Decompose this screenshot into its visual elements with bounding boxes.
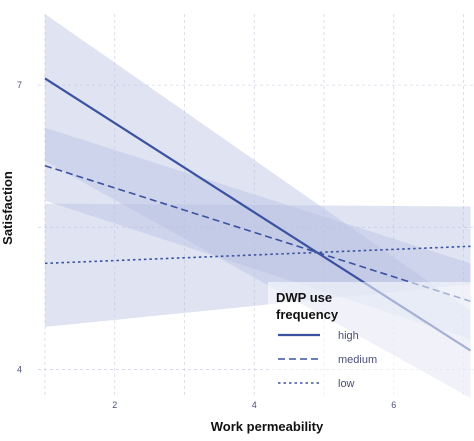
- x-tick-label: 4: [252, 400, 257, 410]
- series-line-medium: [44, 164, 471, 303]
- tick-label-layer: 2 4 6 4 7: [17, 80, 396, 410]
- legend-title: DWP use frequency: [276, 290, 339, 322]
- x-tick-label: 6: [391, 400, 396, 410]
- x-tick-label: 2: [112, 400, 117, 410]
- x-axis-title: Work permeability: [211, 419, 324, 434]
- legend-background: [268, 282, 472, 398]
- y-axis-title: Satisfaction: [0, 171, 15, 245]
- legend-label-medium: medium: [338, 354, 377, 366]
- legend-label-high: high: [338, 330, 359, 342]
- legend-items: high medium low: [278, 330, 377, 390]
- y-tick-label: 4: [17, 365, 22, 375]
- ci-band-low: [44, 203, 471, 327]
- y-tick-label: 7: [17, 80, 22, 90]
- legend-label-low: low: [338, 378, 355, 390]
- legend: DWP use frequency high medium low: [268, 282, 472, 398]
